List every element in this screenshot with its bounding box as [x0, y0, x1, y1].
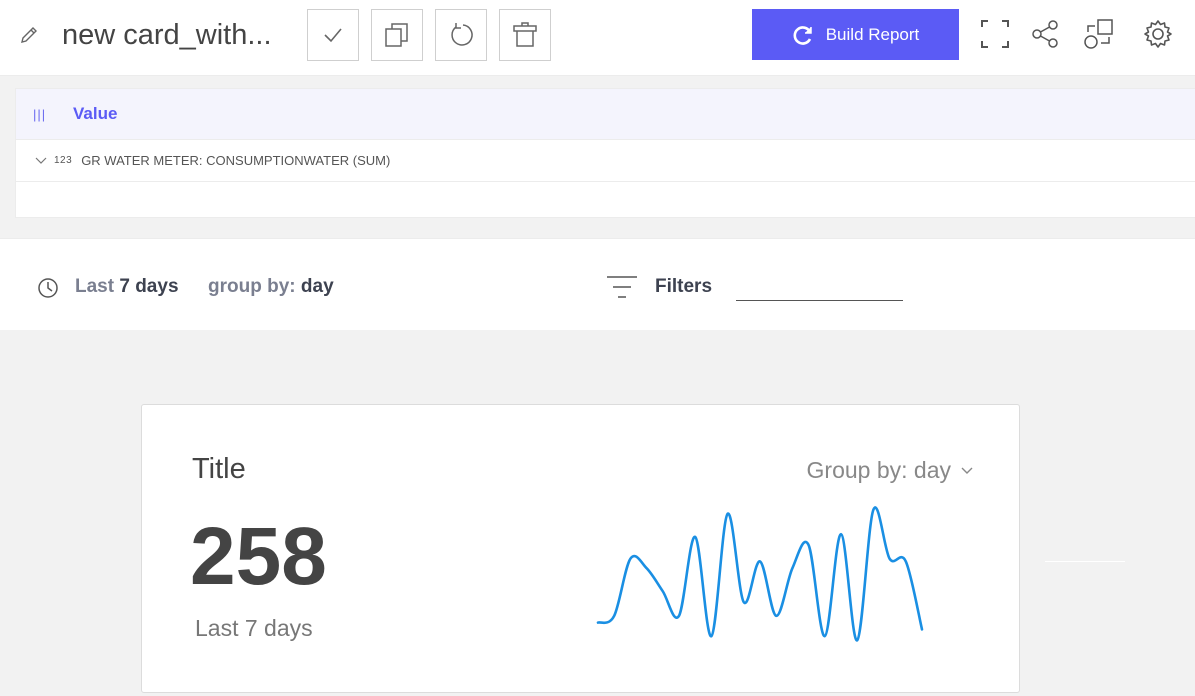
chevron-down-icon[interactable]	[28, 157, 54, 165]
fullscreen-icon	[981, 20, 1009, 48]
delete-button[interactable]	[499, 9, 551, 61]
date-range-selector[interactable]: Last 7 days	[75, 276, 179, 298]
reload-icon	[451, 23, 473, 46]
build-report-button[interactable]: Build Report	[752, 9, 959, 60]
number-type-icon: 123	[54, 155, 73, 166]
card-group-by-label: Group by: day	[806, 457, 951, 483]
clock-icon[interactable]	[37, 277, 59, 299]
divider	[1045, 561, 1125, 562]
swap-button[interactable]	[1081, 16, 1117, 52]
settings-button[interactable]	[1140, 16, 1176, 52]
fullscreen-button[interactable]	[977, 16, 1013, 52]
build-report-label: Build Report	[825, 24, 920, 44]
measure-icon: |||	[33, 106, 47, 122]
value-row-label: GR WATER METER: CONSUMPTIONWATER (SUM)	[81, 153, 391, 168]
duplicate-icon	[385, 23, 408, 47]
groupby-value: day	[300, 276, 334, 297]
group-by-selector[interactable]: group by: day	[208, 276, 334, 298]
save-button[interactable]	[307, 9, 359, 61]
value-header-label: Value	[73, 104, 118, 123]
value-panel-header: ||| Value	[16, 89, 1195, 140]
groupby-prefix: group by:	[208, 276, 296, 297]
sparkline-series	[596, 506, 924, 642]
share-icon	[1032, 20, 1058, 48]
filter-icon[interactable]	[606, 273, 638, 301]
card-group-by-dropdown[interactable]: Group by: day	[807, 457, 973, 484]
check-icon	[324, 28, 342, 43]
filter-bar: Last 7 days group by: day Filters	[0, 238, 1195, 330]
toolbar: new card_with... Build Report	[0, 0, 1195, 76]
swap-icon	[1084, 19, 1113, 49]
kpi-value: 258	[190, 511, 327, 602]
card-widget-title[interactable]: Title	[192, 453, 246, 485]
range-value: 7 days	[119, 276, 179, 297]
card-title[interactable]: new card_with...	[62, 19, 272, 51]
pencil-icon[interactable]	[18, 24, 40, 46]
reset-button[interactable]	[435, 9, 487, 61]
value-panel: ||| Value 123 GR WATER METER: CONSUMPTIO…	[15, 88, 1195, 218]
filters-label: Filters	[655, 276, 713, 297]
kpi-period: Last 7 days	[195, 615, 313, 641]
chevron-down-icon	[961, 467, 973, 474]
share-button[interactable]	[1027, 16, 1063, 52]
sparkline-chart	[596, 506, 924, 642]
refresh-icon	[793, 25, 812, 45]
duplicate-button[interactable]	[371, 9, 423, 61]
filters-input[interactable]	[736, 279, 903, 301]
kpi-card: Title 258 Last 7 days Group by: day	[141, 404, 1020, 693]
trash-icon	[513, 22, 537, 47]
range-prefix: Last	[75, 276, 115, 297]
gear-icon	[1144, 20, 1172, 48]
value-row[interactable]: 123 GR WATER METER: CONSUMPTIONWATER (SU…	[16, 140, 1195, 182]
